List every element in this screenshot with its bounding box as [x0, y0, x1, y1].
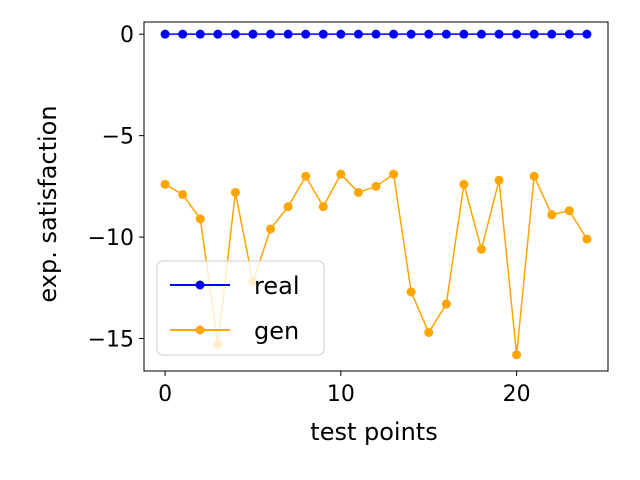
x-axis-label: test points	[310, 418, 437, 446]
axes-frame	[143, 21, 609, 372]
legend-real-marker	[195, 280, 205, 290]
series-gen-point	[266, 224, 276, 234]
series-gen-point	[178, 189, 188, 199]
x-tick-label: 20	[503, 382, 531, 407]
series-real-point	[371, 29, 381, 39]
series-real-point	[441, 29, 451, 39]
series-gen-point	[441, 299, 451, 309]
y-axis-label: exp. satisfaction	[34, 105, 62, 302]
series-gen-point	[389, 169, 399, 179]
series-gen-point	[318, 202, 328, 212]
series-real-point	[160, 29, 170, 39]
series-real-point	[512, 29, 522, 39]
series-gen-point	[371, 181, 381, 191]
series-gen-point	[283, 202, 293, 212]
series-gen-point	[336, 169, 346, 179]
y-tick-label: 0	[120, 23, 134, 48]
series-real-point	[283, 29, 293, 39]
series-real-point	[529, 29, 539, 39]
x-tick-label: 10	[327, 382, 355, 407]
series-real-point	[459, 29, 469, 39]
series-gen-point	[547, 210, 557, 220]
series-real-point	[476, 29, 486, 39]
series-real-point	[266, 29, 276, 39]
series-gen-point	[564, 206, 574, 216]
plot-area	[160, 29, 592, 360]
series-gen-point	[459, 179, 469, 189]
series-real-point	[406, 29, 416, 39]
series-gen-point	[582, 234, 592, 244]
legend-real-label: real	[254, 272, 299, 300]
series-real-point	[582, 29, 592, 39]
axis-ticks: 0 10 20 0 −5 −10 −15	[88, 23, 531, 407]
series-real	[160, 29, 592, 39]
series-gen	[160, 169, 592, 360]
y-tick-label: −10	[88, 226, 134, 251]
series-gen-point	[301, 171, 311, 181]
series-real-point	[178, 29, 188, 39]
series-real-point	[248, 29, 258, 39]
series-real-point	[353, 29, 363, 39]
series-gen-point	[353, 187, 363, 197]
series-real-point	[389, 29, 399, 39]
y-tick-label: −15	[88, 328, 134, 353]
series-real-point	[336, 29, 346, 39]
series-gen-point	[160, 179, 170, 189]
legend-gen-marker	[195, 325, 205, 335]
series-gen-point	[494, 175, 504, 185]
series-real-point	[213, 29, 223, 39]
series-real-point	[564, 29, 574, 39]
series-gen-point	[529, 171, 539, 181]
series-real-point	[424, 29, 434, 39]
series-real-point	[230, 29, 240, 39]
y-tick-label: −5	[102, 125, 134, 150]
series-gen-point	[195, 214, 205, 224]
series-real-point	[318, 29, 328, 39]
series-gen-point	[424, 327, 434, 337]
series-gen-point	[230, 187, 240, 197]
legend-gen-label: gen	[254, 317, 299, 345]
x-tick-label: 0	[158, 382, 172, 407]
series-real-point	[494, 29, 504, 39]
series-real-point	[547, 29, 557, 39]
series-real-point	[301, 29, 311, 39]
series-real-point	[195, 29, 205, 39]
series-gen-point	[512, 350, 522, 360]
series-gen-point	[406, 287, 416, 297]
series-gen-point	[476, 244, 486, 254]
legend: real gen	[156, 260, 325, 356]
